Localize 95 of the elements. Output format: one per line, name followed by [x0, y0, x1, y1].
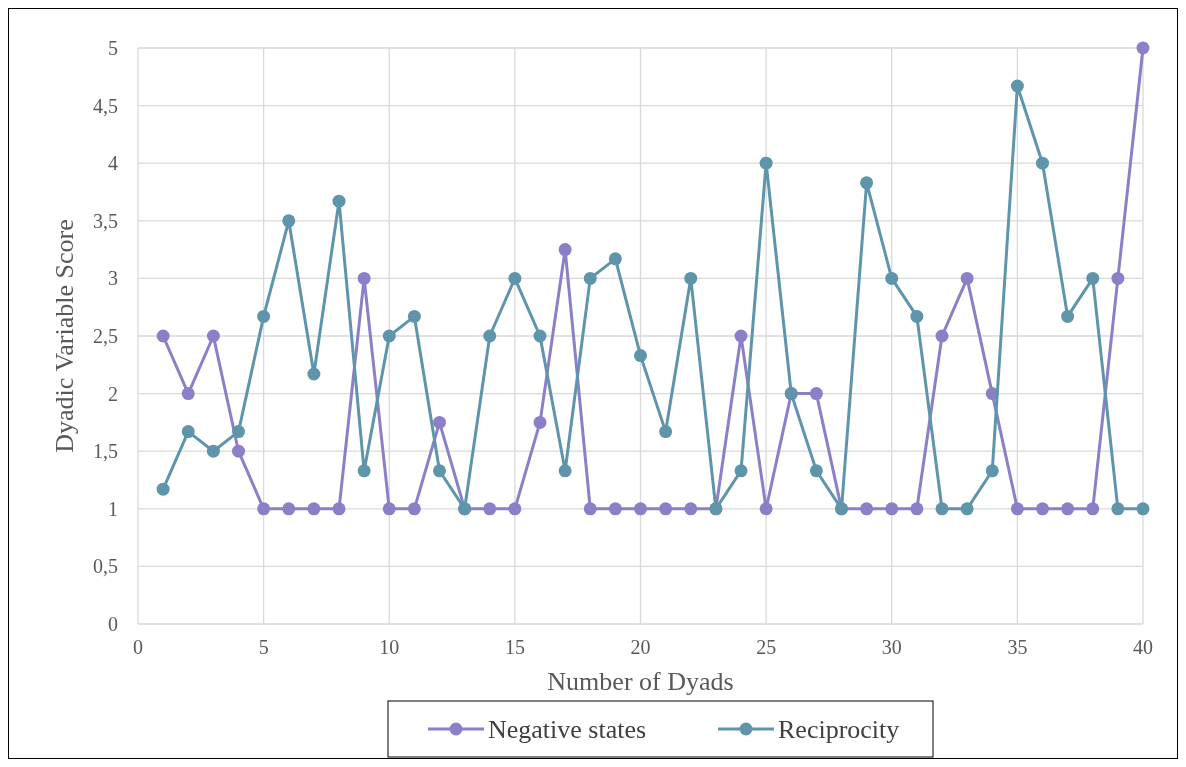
point — [433, 464, 446, 478]
point — [759, 156, 773, 170]
point — [1136, 41, 1150, 55]
point — [860, 176, 874, 190]
point — [181, 425, 195, 439]
y-tick-label: 1 — [108, 497, 118, 520]
point — [910, 502, 924, 516]
point — [533, 329, 547, 343]
point — [608, 252, 622, 266]
point — [558, 464, 572, 478]
x-tick-label: 10 — [379, 636, 400, 658]
point — [257, 502, 271, 516]
point — [1086, 502, 1100, 516]
point — [181, 387, 195, 401]
point — [759, 502, 773, 516]
point — [382, 329, 396, 343]
point — [634, 349, 647, 363]
y-tick-label: 3,5 — [93, 209, 118, 232]
point — [433, 415, 446, 429]
point — [1036, 502, 1049, 516]
y-tick-label: 5 — [108, 37, 118, 59]
point — [1111, 271, 1125, 285]
y-tick-label: 3 — [108, 267, 118, 290]
point — [734, 329, 748, 343]
point — [935, 502, 949, 516]
x-tick-label: 5 — [258, 636, 269, 658]
point — [684, 502, 698, 516]
point — [206, 444, 220, 458]
point — [1061, 502, 1075, 516]
point — [232, 425, 245, 439]
legend-label: Negative states — [488, 715, 647, 745]
y-tick-label: 0,5 — [93, 555, 118, 578]
point — [533, 415, 547, 429]
x-tick-label: 25 — [756, 636, 777, 658]
point — [257, 309, 271, 323]
point — [1111, 502, 1125, 516]
point — [634, 502, 647, 516]
legend-label: Reciprocity — [778, 715, 900, 745]
y-tick-label: 1,5 — [93, 440, 118, 463]
x-tick-label: 35 — [1007, 636, 1028, 658]
y-tick-label: 4,5 — [93, 94, 118, 117]
point — [1010, 79, 1024, 93]
point — [1036, 156, 1049, 170]
point — [357, 464, 371, 478]
point — [910, 309, 924, 323]
point — [734, 464, 748, 478]
point — [307, 367, 321, 381]
point — [508, 271, 522, 285]
point — [684, 271, 698, 285]
point — [809, 464, 823, 478]
point — [156, 329, 170, 343]
y-tick-label: 0 — [108, 613, 118, 635]
point — [960, 502, 974, 516]
point — [483, 502, 497, 516]
point — [659, 502, 673, 516]
y-tick-label: 4 — [108, 152, 118, 175]
point — [809, 387, 823, 401]
point — [558, 243, 572, 257]
point — [608, 502, 622, 516]
point — [860, 502, 874, 516]
point — [659, 425, 673, 439]
point — [332, 502, 346, 516]
point — [885, 271, 899, 285]
point — [583, 271, 597, 285]
point — [583, 502, 597, 516]
x-tick-label: 40 — [1133, 636, 1153, 658]
y-axis-title: Dyadic Variable Score — [50, 219, 79, 453]
x-tick-label: 15 — [504, 636, 525, 658]
point — [382, 502, 396, 516]
point — [960, 271, 974, 285]
point — [407, 309, 421, 323]
point — [332, 194, 346, 208]
point — [1086, 271, 1100, 285]
point — [307, 502, 321, 516]
x-tick-label: 0 — [133, 636, 143, 658]
x-axis-title: Number of Dyads — [547, 667, 734, 696]
point — [282, 502, 296, 516]
y-tick-label: 2 — [108, 382, 118, 405]
y-tick-label: 2,5 — [93, 325, 118, 347]
x-tick-label: 20 — [630, 636, 651, 658]
point — [1010, 502, 1024, 516]
point — [357, 271, 371, 285]
point — [935, 329, 949, 343]
point — [156, 482, 170, 496]
point — [985, 464, 999, 478]
point — [483, 329, 497, 343]
point — [407, 502, 421, 516]
point — [232, 444, 245, 458]
point — [1061, 309, 1075, 323]
point — [282, 214, 296, 228]
point — [508, 502, 522, 516]
point — [885, 502, 899, 516]
point — [1136, 502, 1150, 516]
point — [206, 329, 220, 343]
x-tick-label: 30 — [881, 636, 902, 658]
